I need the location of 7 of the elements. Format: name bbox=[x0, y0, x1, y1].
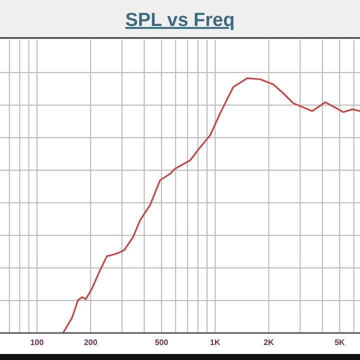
x-tick-label: 1K bbox=[210, 338, 220, 347]
x-tick-label: 100 bbox=[30, 338, 44, 347]
x-tick-label: 2K bbox=[264, 338, 274, 347]
x-tick-label: 5K bbox=[334, 338, 346, 347]
x-tick-label: 500 bbox=[154, 338, 169, 347]
chart-title: SPL vs Freq bbox=[125, 10, 235, 31]
x-tick-label: 200 bbox=[84, 338, 98, 347]
